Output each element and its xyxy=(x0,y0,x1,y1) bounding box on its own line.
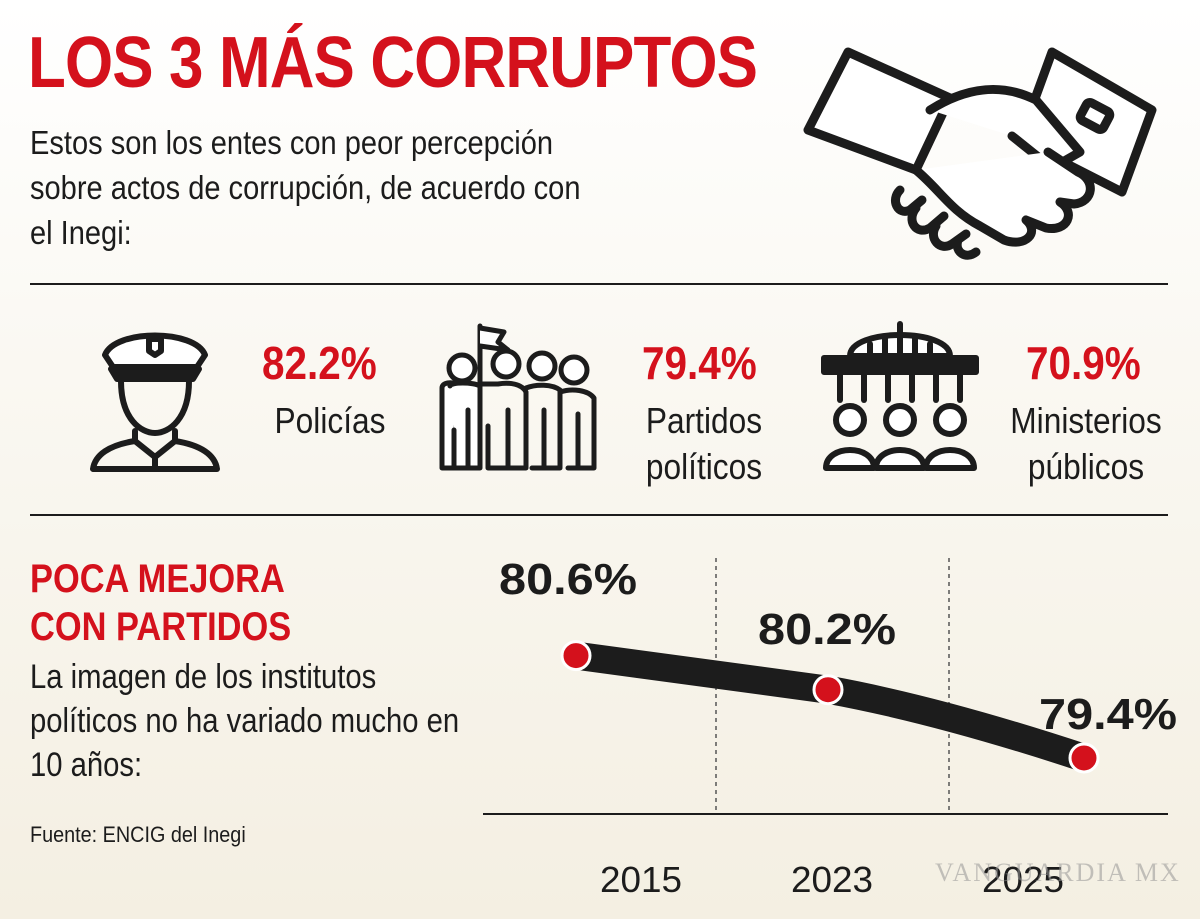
stat-label-ministerios-line1: Ministerios xyxy=(1010,400,1162,441)
data-label-2015: 80.6% xyxy=(499,555,637,604)
police-officer-icon xyxy=(90,332,220,472)
section-title-line1: POCA MEJORA xyxy=(30,557,285,601)
x-tick-label-2015: 2015 xyxy=(600,859,682,900)
stat-label-ministerios-line2: públicos xyxy=(1027,446,1145,487)
section-title: POCA MEJORA CON PARTIDOS xyxy=(30,555,408,651)
stat-label-partidos-line2: políticos xyxy=(645,446,763,487)
ministry-building-people-icon xyxy=(821,321,979,471)
section-description: La imagen de los institutos políticos no… xyxy=(30,658,460,784)
x-tick-label-2023: 2023 xyxy=(791,859,873,900)
stat-label-policias: Policías xyxy=(274,400,386,441)
political-group-flag-icon xyxy=(439,323,597,471)
stat-label-partidos-line1: Partidos xyxy=(645,400,763,441)
source-note: Fuente: ENCIG del Inegi xyxy=(30,822,246,847)
divider-middle xyxy=(30,514,1168,516)
watermark-text: VANGUARDIA MX xyxy=(935,858,1181,887)
data-point-2015 xyxy=(560,640,592,672)
series-line xyxy=(562,641,1098,772)
data-label-2023: 80.2% xyxy=(758,605,896,654)
data-label-2025: 79.4% xyxy=(1039,690,1177,739)
data-point-2025 xyxy=(1068,742,1100,774)
main-title: LOS 3 MÁS CORRUPTOS xyxy=(28,23,758,103)
handshake-money-icon xyxy=(803,47,1157,260)
divider-top xyxy=(30,283,1168,285)
intro-text: Estos son los entes con peor percepción … xyxy=(30,124,581,251)
stat-percent-ministerios: 70.9% xyxy=(1026,337,1141,389)
x-tick-label-2025: 2025 xyxy=(982,859,1064,900)
data-point-2023 xyxy=(812,674,844,706)
section-title-line2: CON PARTIDOS xyxy=(30,605,292,649)
stat-percent-partidos: 79.4% xyxy=(642,337,757,389)
stat-percent-policias: 82.2% xyxy=(262,337,377,389)
